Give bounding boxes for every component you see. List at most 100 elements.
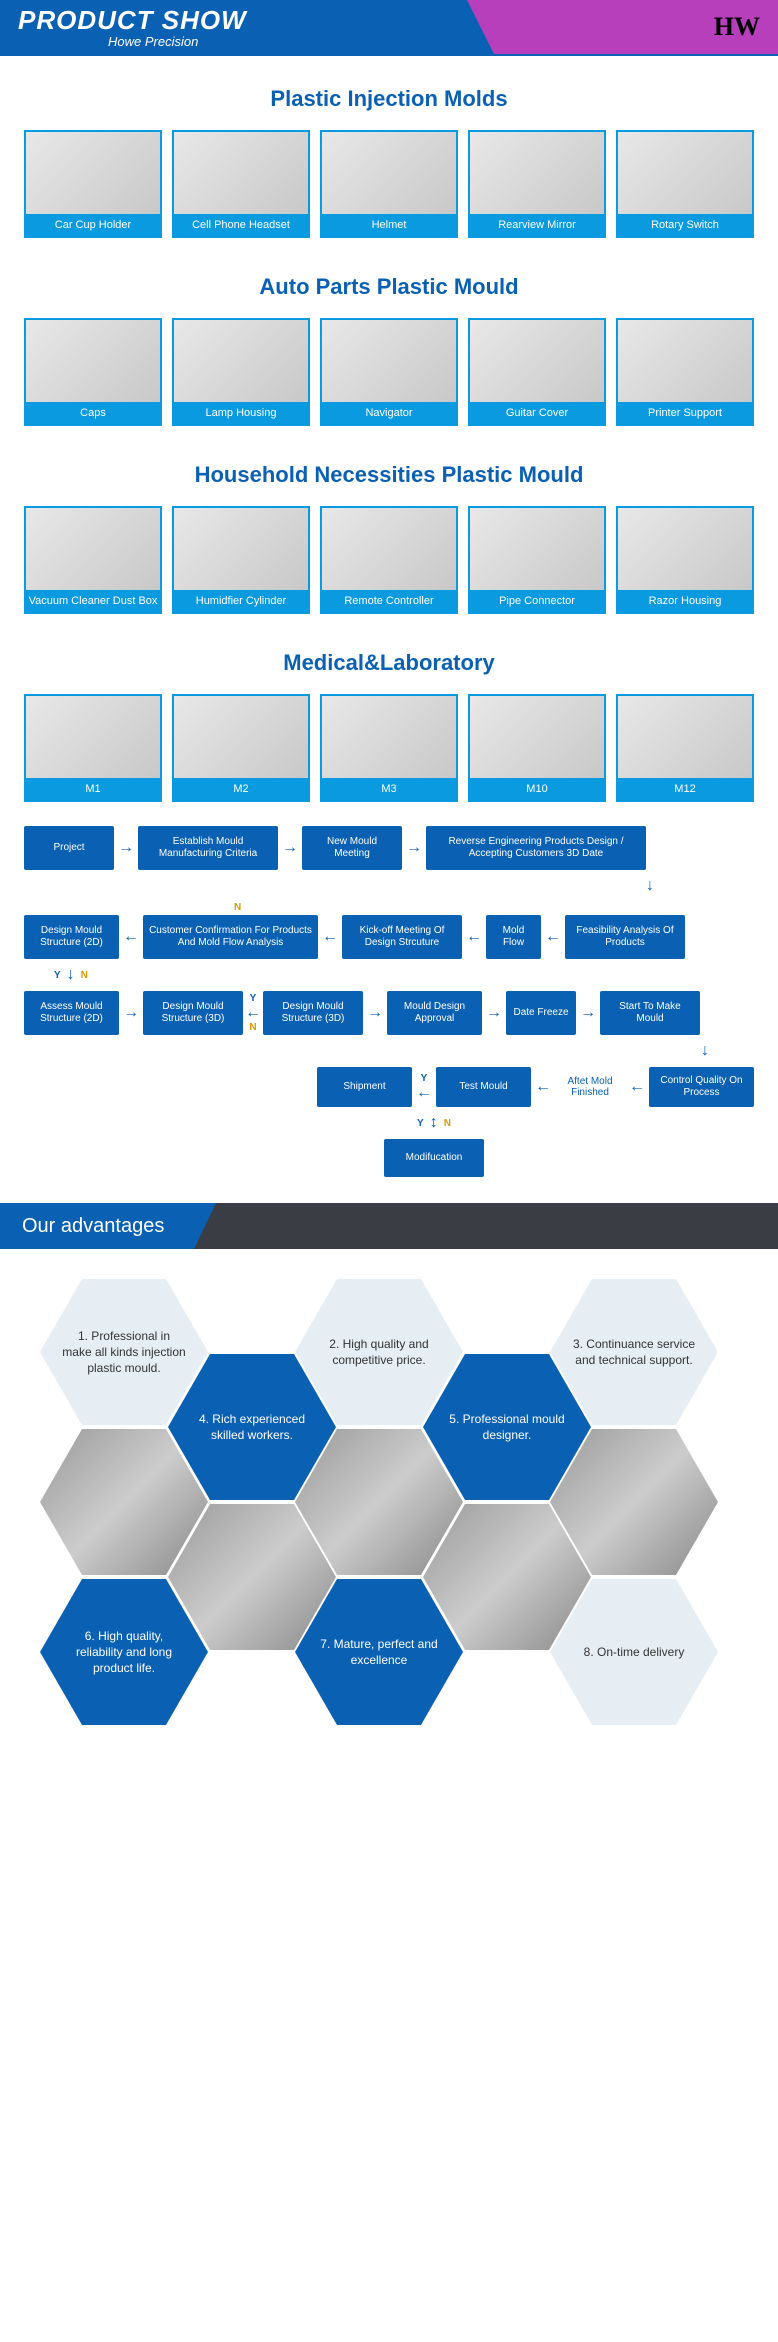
product-label: Car Cup Holder	[26, 214, 160, 236]
product-image	[618, 696, 752, 778]
arrow-right-icon: →	[119, 1004, 143, 1022]
product-card: Navigator	[320, 318, 458, 426]
flow-label-n: N	[249, 1022, 256, 1033]
flow-label-y: Y	[421, 1073, 428, 1084]
arrow-down-icon: ↓	[646, 878, 654, 894]
product-card: Remote Controller	[320, 506, 458, 614]
product-label: Remote Controller	[322, 590, 456, 612]
product-card: Vacuum Cleaner Dust Box	[24, 506, 162, 614]
arrow-left-icon: ←	[541, 928, 565, 946]
arrow-left-icon: ←	[462, 928, 486, 946]
product-section: Plastic Injection Molds Car Cup Holder Cel…	[0, 56, 778, 244]
product-label: Rearview Mirror	[470, 214, 604, 236]
product-label: M1	[26, 778, 160, 800]
product-image	[26, 508, 160, 590]
flow-node: Mold Flow	[486, 915, 541, 959]
flow-node: Shipment	[317, 1067, 412, 1107]
arrow-down-icon: ↕	[430, 1115, 438, 1131]
flow-node: New Mould Meeting	[302, 826, 402, 870]
product-label: M2	[174, 778, 308, 800]
product-card: Rotary Switch	[616, 130, 754, 238]
product-image	[322, 320, 456, 402]
product-image	[470, 132, 604, 214]
header: PRODUCT SHOW Howe Precision HW	[0, 0, 778, 56]
product-image	[322, 132, 456, 214]
product-label: Lamp Housing	[174, 402, 308, 424]
product-card: Helmet	[320, 130, 458, 238]
flow-node: Mould Design Approval	[387, 991, 482, 1035]
card-row: Car Cup Holder Cell Phone Headset Helmet Re…	[24, 130, 754, 238]
arrow-right-icon: →	[576, 1004, 600, 1022]
flow-node: Establish Mould Manufacturing Criteria	[138, 826, 278, 870]
arrow-left-icon: ←	[625, 1078, 649, 1096]
flow-label-y: Y	[250, 993, 257, 1004]
flow-node: Design Mould Structure (3D)	[143, 991, 243, 1035]
flow-text: Aftet Mold Finished	[555, 1076, 625, 1098]
flow-label-y: Y	[417, 1118, 424, 1129]
advantages-hexgrid: 1. Professional in make all kinds inject…	[0, 1249, 778, 1889]
product-card: Humidfier Cylinder	[172, 506, 310, 614]
flow-node: Project	[24, 826, 114, 870]
flow-node: Control Quality On Process	[649, 1067, 754, 1107]
arrow-right-icon: →	[402, 839, 426, 857]
card-row: Vacuum Cleaner Dust BoxHumidfier Cylinde…	[24, 506, 754, 614]
flow-node: Test Mould	[436, 1067, 531, 1107]
flow-node: Design Mould Structure (3D)	[263, 991, 363, 1035]
product-label: Cell Phone Headset	[174, 214, 308, 236]
flow-node: Reverse Engineering Products Design / Ac…	[426, 826, 646, 870]
product-card: Car Cup Holder	[24, 130, 162, 238]
arrow-right-icon: →	[114, 839, 138, 857]
section-title: Plastic Injection Molds	[24, 86, 754, 112]
header-subtitle: Howe Precision	[108, 34, 467, 49]
product-card: Caps	[24, 318, 162, 426]
flow-node: Start To Make Mould	[600, 991, 700, 1035]
product-label: Helmet	[322, 214, 456, 236]
arrow-right-icon: →	[482, 1004, 506, 1022]
flow-node: Design Mould Structure (2D)	[24, 915, 119, 959]
flow-node: Date Freeze	[506, 991, 576, 1035]
product-label: M3	[322, 778, 456, 800]
product-section: Auto Parts Plastic Mould Caps Lamp Housing…	[0, 244, 778, 432]
arrow-right-icon: →	[363, 1004, 387, 1022]
product-image	[26, 696, 160, 778]
flow-label-n: N	[81, 970, 88, 981]
flow-label-n: N	[234, 902, 241, 913]
product-label: M12	[618, 778, 752, 800]
flow-node: Assess Mould Structure (2D)	[24, 991, 119, 1035]
product-image	[470, 320, 604, 402]
flow-node: Feasibility Analysis Of Products	[565, 915, 685, 959]
product-image	[618, 320, 752, 402]
product-image	[26, 320, 160, 402]
product-card: Printer Support	[616, 318, 754, 426]
product-label: Pipe Connector	[470, 590, 604, 612]
product-image	[618, 508, 752, 590]
product-label: Caps	[26, 402, 160, 424]
logo: HW	[714, 12, 760, 42]
product-section: Household Necessities Plastic MouldVacuu…	[0, 432, 778, 620]
section-title: Auto Parts Plastic Mould	[24, 274, 754, 300]
product-image	[322, 508, 456, 590]
product-image	[174, 508, 308, 590]
product-label: Rotary Switch	[618, 214, 752, 236]
header-right: HW	[467, 0, 778, 54]
flow-label-n: N	[444, 1118, 451, 1129]
product-card: Pipe Connector	[468, 506, 606, 614]
product-card: M3	[320, 694, 458, 802]
product-label: M10	[470, 778, 604, 800]
product-card: M1	[24, 694, 162, 802]
product-image	[174, 320, 308, 402]
product-card: Lamp Housing	[172, 318, 310, 426]
product-card: M12	[616, 694, 754, 802]
product-image	[174, 696, 308, 778]
card-row: M1 M2 M3 M10 M12	[24, 694, 754, 802]
product-label: Guitar Cover	[470, 402, 604, 424]
header-left: PRODUCT SHOW Howe Precision	[0, 0, 467, 54]
product-card: M10	[468, 694, 606, 802]
arrow-right-icon: →	[278, 839, 302, 857]
flow-node: Modifucation	[384, 1139, 484, 1177]
arrow-left-icon: ←	[119, 928, 143, 946]
advantages-header: Our advantages	[0, 1203, 778, 1249]
arrow-left-icon: ←	[245, 1004, 261, 1022]
flow-node: Customer Confirmation For Products And M…	[143, 915, 318, 959]
section-title: Medical&Laboratory	[24, 650, 754, 676]
